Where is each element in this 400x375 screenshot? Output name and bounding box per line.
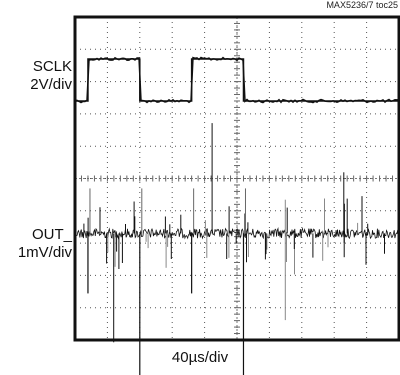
sclk-trace-band (74, 56, 400, 104)
out-label: OUT_ 1mV/div (18, 226, 72, 262)
figure-id: MAX5236/7 toc25 (326, 0, 398, 10)
scope-traces (74, 56, 400, 375)
out-scale: 1mV/div (17, 244, 72, 261)
scope-grid (74, 16, 400, 341)
scope-frame (73, 15, 400, 342)
x-axis-label: 40µs/div (171, 349, 229, 366)
sclk-scale: 2V/div (30, 76, 72, 93)
sclk-name: SCLK (32, 58, 72, 75)
out-name: OUT_ (31, 226, 72, 243)
sclk-label: SCLK 2V/div (30, 58, 72, 94)
